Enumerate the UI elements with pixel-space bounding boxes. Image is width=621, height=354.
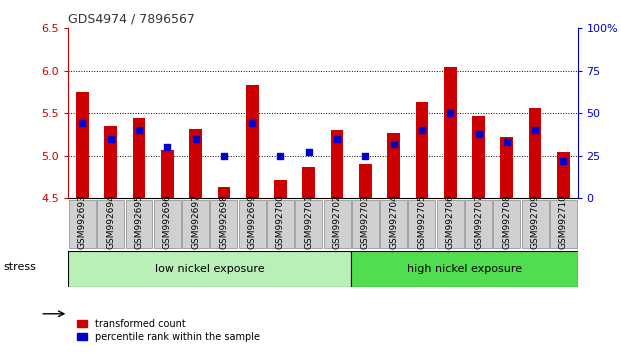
Bar (125, 200, 153, 247)
Point (389, 141, 399, 147)
Text: stress: stress (3, 262, 36, 272)
Text: GSM992708: GSM992708 (502, 194, 511, 249)
Bar (380, 200, 407, 247)
Bar (302, 167, 315, 198)
Text: GSM992704: GSM992704 (389, 194, 398, 249)
Point (106, 136, 116, 142)
Bar (388, 133, 400, 198)
Bar (465, 200, 492, 247)
Text: GSM992706: GSM992706 (446, 194, 455, 249)
Text: GSM992709: GSM992709 (530, 194, 540, 249)
Bar (238, 200, 266, 247)
Point (445, 110, 455, 116)
Point (558, 158, 568, 164)
Point (530, 127, 540, 133)
Bar (217, 187, 230, 198)
Text: GSM992696: GSM992696 (163, 194, 172, 249)
Point (78, 121, 88, 126)
Bar (444, 67, 456, 198)
Text: GSM992699: GSM992699 (248, 194, 256, 249)
Text: GSM992693: GSM992693 (78, 194, 87, 249)
Legend: transformed count, percentile rank within the sample: transformed count, percentile rank withi… (73, 315, 263, 346)
Text: GSM992700: GSM992700 (276, 194, 285, 249)
Bar (557, 152, 569, 198)
Bar (472, 116, 485, 198)
Bar (331, 130, 343, 198)
Point (276, 153, 286, 159)
Point (162, 144, 172, 150)
Bar (296, 200, 322, 247)
Bar (69, 200, 96, 247)
Bar (437, 200, 464, 247)
Bar (68, 251, 351, 287)
Bar (351, 251, 578, 287)
Bar (550, 200, 577, 247)
Bar (415, 102, 428, 198)
Point (247, 121, 257, 126)
Text: GSM992703: GSM992703 (361, 194, 370, 249)
Bar (409, 200, 435, 247)
Point (134, 127, 144, 133)
Bar (324, 200, 350, 247)
Bar (493, 200, 520, 247)
Bar (267, 200, 294, 247)
Text: GSM992705: GSM992705 (417, 194, 427, 249)
Text: GSM992697: GSM992697 (191, 194, 200, 249)
Bar (501, 137, 513, 198)
Text: GSM992710: GSM992710 (559, 194, 568, 249)
Bar (246, 85, 258, 198)
Text: high nickel exposure: high nickel exposure (407, 264, 522, 274)
Bar (133, 118, 145, 198)
Point (360, 153, 370, 159)
Text: GSM992695: GSM992695 (135, 194, 143, 249)
Text: low nickel exposure: low nickel exposure (155, 264, 265, 274)
Text: GSM992702: GSM992702 (333, 194, 342, 249)
Point (219, 153, 229, 159)
Bar (211, 200, 237, 247)
Bar (274, 179, 287, 198)
Text: GDS4974 / 7896567: GDS4974 / 7896567 (68, 13, 195, 26)
Point (332, 136, 342, 142)
Point (417, 127, 427, 133)
Bar (352, 200, 379, 247)
Text: GSM992694: GSM992694 (106, 194, 116, 249)
Bar (104, 126, 117, 198)
Bar (182, 200, 209, 247)
Bar (76, 92, 89, 198)
Point (191, 136, 201, 142)
Point (304, 149, 314, 155)
Bar (97, 200, 124, 247)
Text: GSM992701: GSM992701 (304, 194, 313, 249)
Text: GSM992707: GSM992707 (474, 194, 483, 249)
Bar (359, 164, 372, 198)
Bar (528, 108, 542, 198)
Bar (154, 200, 181, 247)
Bar (522, 200, 548, 247)
Point (502, 139, 512, 145)
Bar (189, 129, 202, 198)
Point (474, 131, 484, 137)
Text: GSM992698: GSM992698 (219, 194, 229, 249)
Bar (161, 150, 174, 198)
